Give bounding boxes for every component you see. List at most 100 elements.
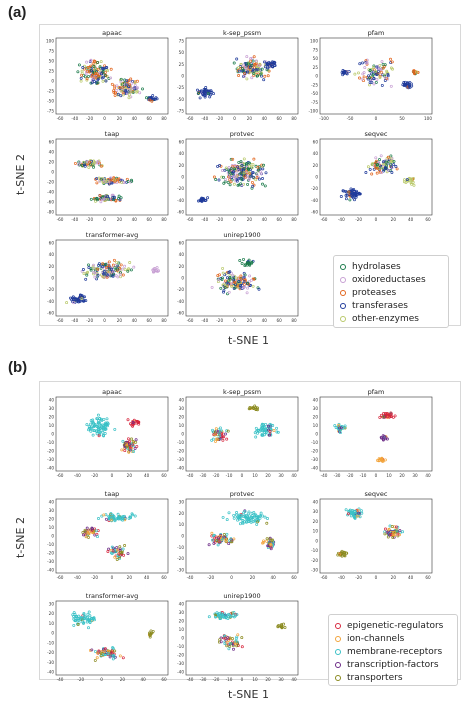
scatter-point-hydrolases (238, 259, 242, 262)
x-tick-label: 60 (146, 116, 152, 121)
scatter-point-oxidoreductases (129, 88, 133, 91)
scatter-plot: 40 30 20 10 0 -10 -20 -30 -40-40 -30 -20 -10 0 10 20 30… (177, 396, 299, 478)
scatter-point-transporters (283, 626, 287, 629)
scatter-point-membrane-receptors (245, 520, 248, 524)
scatter-point-membrane-receptors (250, 518, 254, 522)
scatter-plot: 60 40 20 0 -20 -40 -60-60 -40 -20 0 20 40 60 (311, 138, 433, 222)
y-tick-label: 60 (179, 241, 185, 246)
scatter-point-membrane-receptors (81, 620, 85, 624)
x-tick-label: 80 (291, 318, 297, 323)
y-tick-label: 20 (179, 511, 185, 516)
scatter-point-ion-channels (381, 458, 384, 462)
scatter-point-epigenetic-regulators (240, 645, 244, 649)
scatter-point-epigenetic-regulators (221, 438, 225, 442)
scatter-point-hydrolases (383, 74, 387, 78)
legend-item-epigenetic-regulators: epigenetic-regulators (329, 619, 457, 632)
x-tick-label: -100 (319, 116, 329, 121)
scatter-point-oxidoreductases (379, 154, 383, 158)
scatter-point-hydrolases (229, 167, 233, 170)
scatter-point-transferases (254, 67, 258, 71)
scatter-point-membrane-receptors (116, 512, 120, 516)
y-tick-label: 0 (51, 170, 54, 175)
scatter-point-transferases (382, 169, 385, 173)
scatter-point-hydrolases (250, 63, 254, 67)
scatter-point-membrane-receptors (220, 612, 224, 616)
y-tick-label: -40 (47, 190, 54, 195)
scatter-point-proteases (103, 64, 107, 68)
scatter-point-proteases (85, 77, 89, 81)
scatter-point-proteases (148, 98, 152, 102)
scatter-point-membrane-receptors (259, 511, 263, 515)
scatter-point-membrane-receptors (242, 515, 245, 519)
legend-item-hydrolases: hydrolases (334, 260, 448, 273)
scatter-point-transcription-factors (212, 541, 216, 545)
scatter-point-transferases (235, 57, 239, 61)
scatter-point-other-enzymes (102, 275, 105, 279)
scatter-point-transferases (83, 164, 87, 168)
x-tick-label: -40 (71, 116, 78, 121)
y-tick-label: -20 (47, 650, 54, 655)
x-tick-label: -10 (226, 473, 233, 478)
x-tick-label: -60 (57, 318, 64, 323)
scatter-point-proteases (390, 60, 394, 64)
x-tick-label: 60 (161, 473, 167, 478)
scatter-point-transferases (154, 96, 158, 100)
scatter-point-ion-channels (87, 532, 91, 536)
scatter-point-ion-channels (120, 448, 124, 452)
x-tick-label: -40 (74, 575, 81, 580)
scatter-point-ion-channels (387, 527, 391, 531)
scatter-point-epigenetic-regulators (129, 422, 132, 426)
legend-label: proteases (352, 287, 397, 298)
scatter-point-membrane-receptors (211, 538, 214, 542)
scatter-point-hydrolases (89, 197, 93, 201)
x-tick-label: -40 (201, 217, 208, 222)
scatter-point-membrane-receptors (105, 417, 109, 421)
y-tick-label: 60 (313, 140, 319, 145)
scatter-point-membrane-receptors (74, 615, 78, 619)
scatter-point-other-enzymes (378, 63, 382, 67)
scatter-point-transferases (355, 189, 358, 193)
scatter-point-membrane-receptors (88, 426, 91, 430)
scatter-point-transporters (118, 551, 122, 554)
scatter-point-hydrolases (248, 161, 251, 165)
scatter-point-membrane-receptors (254, 435, 258, 439)
x-tick-label: 20 (127, 473, 133, 478)
scatter-point-transporters (256, 520, 260, 524)
scatter-point-membrane-receptors (221, 536, 225, 540)
scatter-point-transporters (390, 525, 394, 528)
scatter-point-proteases (389, 57, 392, 61)
scatter-point-oxidoreductases (243, 66, 247, 69)
scatter-point-hydrolases (119, 271, 122, 275)
scatter-point-hydrolases (83, 75, 87, 79)
scatter-point-other-enzymes (113, 178, 117, 182)
scatter-point-hydrolases (206, 92, 210, 96)
scatter-point-transporters (386, 535, 390, 539)
scatter-point-hydrolases (228, 183, 232, 187)
scatter-point-proteases (113, 86, 117, 90)
scatter-point-transferases (87, 266, 91, 270)
scatter-point-ion-channels (261, 541, 265, 544)
scatter-point-proteases (86, 66, 90, 69)
x-tick-label: 40 (144, 473, 150, 478)
plot-area (55, 396, 169, 472)
scatter-point-hydrolases (233, 167, 237, 171)
x-tick-label: 20 (265, 473, 271, 478)
scatter-point-proteases (372, 68, 376, 72)
x-tick-label: -60 (57, 217, 64, 222)
y-tick-label: -40 (47, 568, 54, 573)
scatter-point-transferases (344, 197, 348, 201)
scatter-point-hydrolases (95, 196, 99, 200)
scatter-point-membrane-receptors (85, 423, 89, 427)
y-tick-label: 50 (313, 56, 319, 61)
scatter-point-oxidoreductases (242, 74, 246, 78)
y-tick-label: 20 (49, 160, 55, 165)
subplot-title: apaac (102, 388, 122, 396)
scatter-point-transferases (81, 268, 85, 271)
y-tick-label: -60 (177, 311, 184, 316)
scatter-point-membrane-receptors (242, 511, 246, 515)
legend-marker-icon (335, 622, 341, 629)
scatter-point-membrane-receptors (127, 516, 131, 520)
y-tick-label: -50 (47, 99, 54, 104)
scatter-point-transferases (151, 94, 155, 98)
scatter-point-transferases (202, 88, 206, 91)
